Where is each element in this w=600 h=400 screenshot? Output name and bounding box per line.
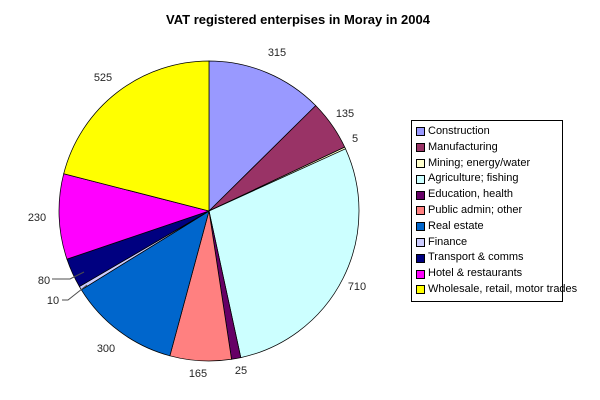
legend-swatch-icon — [416, 222, 425, 232]
legend-item[interactable]: Agriculture; fishing — [416, 171, 560, 187]
slice-value-label: 10 — [47, 295, 59, 307]
legend-label: Wholesale, retail, motor trades — [428, 282, 578, 295]
legend-item[interactable]: Finance — [416, 235, 560, 251]
legend-label: Manufacturing — [428, 140, 498, 153]
pie-slice[interactable] — [80, 210, 210, 357]
pie-slice[interactable] — [63, 60, 210, 212]
legend-label: Hotel & restaurants — [428, 267, 523, 280]
legend-item[interactable]: Manufacturing — [416, 140, 560, 156]
legend-label: Agriculture; fishing — [428, 172, 519, 185]
label-leader-line — [62, 284, 88, 301]
legend-label: Education, health — [428, 188, 514, 201]
legend-item[interactable]: Public admin; other — [416, 203, 560, 219]
legend-item[interactable]: Hotel & restaurants — [416, 266, 560, 282]
slice-value-label: 80 — [38, 275, 50, 287]
slice-value-label: 525 — [94, 72, 112, 84]
slice-value-label: 300 — [97, 343, 115, 355]
legend-swatch-icon — [416, 237, 425, 247]
label-leader-line — [52, 271, 85, 280]
legend-label: Real estate — [428, 219, 484, 232]
legend-swatch-icon — [416, 269, 425, 279]
slice-value-label: 165 — [189, 368, 207, 380]
legend-swatch-icon — [416, 143, 425, 153]
legend-swatch-icon — [416, 253, 425, 263]
legend-item[interactable]: Real estate — [416, 219, 560, 235]
slice-value-label: 315 — [268, 47, 286, 59]
slice-value-label: 25 — [235, 365, 247, 377]
legend-label: Public admin; other — [428, 203, 523, 216]
legend-label: Finance — [428, 235, 468, 248]
slice-value-label: 230 — [28, 212, 46, 224]
pie-slice[interactable] — [208, 60, 317, 212]
legend-item[interactable]: Wholesale, retail, motor trades — [416, 282, 577, 298]
pie-slice[interactable] — [208, 148, 360, 359]
legend-swatch-icon — [416, 285, 425, 295]
legend-item[interactable]: Construction — [416, 124, 560, 140]
legend-label: Transport & comms — [428, 251, 524, 264]
legend-item[interactable]: Transport & comms — [416, 250, 560, 266]
legend-swatch-icon — [416, 206, 425, 216]
legend-swatch-icon — [416, 174, 425, 184]
legend: Construction Manufacturing Mining; energy/… — [411, 120, 577, 302]
legend-swatch-icon — [416, 158, 425, 168]
legend-swatch-icon — [416, 127, 425, 137]
slice-value-label: 710 — [348, 281, 366, 293]
slice-value-label: 135 — [336, 108, 354, 120]
legend-label: Mining; energy/water — [428, 156, 531, 169]
chart-title: VAT registered enterpises in Moray in 20… — [166, 12, 430, 27]
legend-item[interactable]: Mining; energy/water — [416, 156, 560, 172]
legend-label: Construction — [428, 125, 490, 137]
legend-swatch-icon — [416, 190, 425, 200]
pie-slice[interactable] — [58, 173, 211, 260]
legend-item[interactable]: Education, health — [416, 187, 560, 203]
slice-value-label: 5 — [352, 133, 358, 145]
